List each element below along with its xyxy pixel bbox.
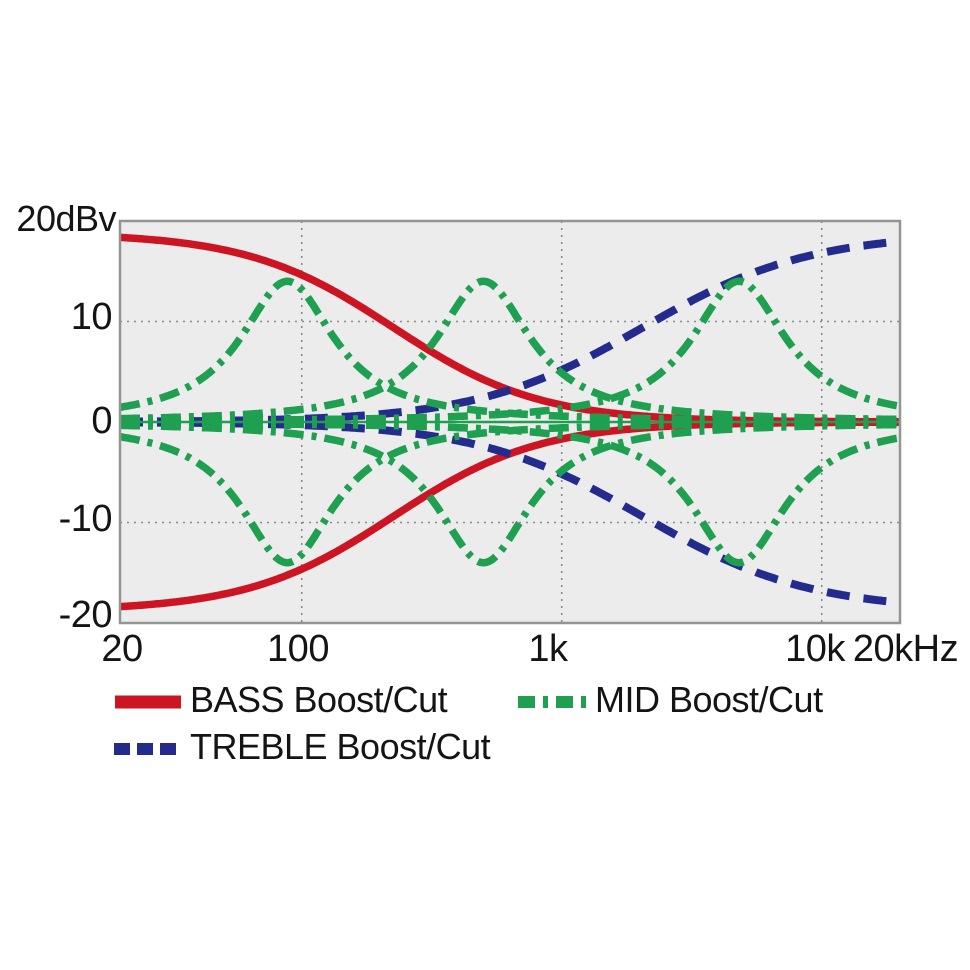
curve-mid-max-boost-4-8khz — [121, 277, 899, 425]
bass-legend-swatch-icon — [115, 695, 181, 709]
y-tick-10: 10 — [70, 296, 113, 338]
x-tick-100: 100 — [267, 628, 329, 670]
x-tick-20kHz: 20kHz — [852, 628, 959, 670]
series-curves — [121, 233, 899, 611]
y-tick-minus10: -10 — [58, 498, 113, 540]
legend-label-mid: MID Boost/Cut — [595, 679, 823, 720]
y-axis-top-label: 20dBv — [16, 198, 116, 239]
y-tick-minus20: -20 — [58, 594, 113, 636]
x-tick-1k: 1k — [528, 628, 568, 670]
curve-mid-max-cut-500hz — [121, 420, 899, 567]
legend-label-bass: BASS Boost/Cut — [190, 679, 448, 720]
curve-mid-max-cut-4-8khz — [121, 419, 899, 567]
legend-label-treble: TREBLE Boost/Cut — [190, 726, 491, 767]
y-tick-0: 0 — [91, 400, 112, 442]
mid-legend-swatch-icon — [518, 696, 590, 708]
x-tick-20: 20 — [101, 628, 143, 670]
plot-border — [118, 219, 902, 625]
curve-mid-max-boost-500hz — [121, 277, 899, 424]
x-tick-10k: 10k — [785, 628, 845, 670]
treble-legend-swatch-icon — [114, 743, 182, 755]
